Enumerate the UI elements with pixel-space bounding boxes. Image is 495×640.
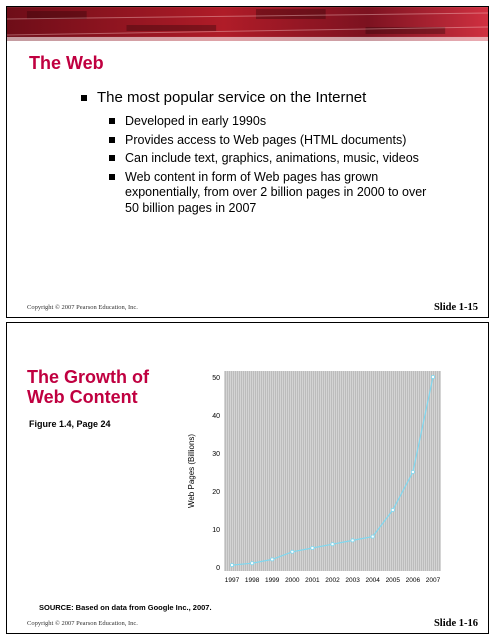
sub-bullet-text: Can include text, graphics, animations, … xyxy=(125,151,419,165)
copyright: Copyright © 2007 Pearson Education, Inc. xyxy=(27,304,138,311)
x-tick-label: 2001 xyxy=(305,577,320,584)
slide-title-line: The Growth of xyxy=(27,367,149,387)
data-point xyxy=(390,507,395,512)
x-tick-label: 2000 xyxy=(285,577,300,584)
slide-2: The Growth of Web Content Figure 1.4, Pa… xyxy=(6,322,489,634)
slide-1: The Web The most popular service on the … xyxy=(6,6,489,318)
sub-bullet: Web content in form of Web pages has gro… xyxy=(109,170,427,217)
x-tick-label: 2006 xyxy=(406,577,421,584)
data-point xyxy=(350,538,355,543)
data-point xyxy=(430,374,435,379)
x-tick-label: 2003 xyxy=(345,577,360,584)
y-tick-label: 30 xyxy=(212,451,220,458)
source-note: SOURCE: Based on data from Google Inc., … xyxy=(39,603,212,612)
data-point xyxy=(250,561,255,566)
x-tick-label: 1998 xyxy=(245,577,260,584)
data-point xyxy=(310,545,315,550)
data-point xyxy=(270,557,275,562)
figure-caption: Figure 1.4, Page 24 xyxy=(29,419,111,429)
sub-bullet: Provides access to Web pages (HTML docum… xyxy=(109,133,481,149)
x-tick-label: 2007 xyxy=(426,577,441,584)
bullet-list: The most popular service on the Internet… xyxy=(81,89,481,219)
web-growth-chart: 0 10 20 30 40 50 1997 1998 1999 2000 2001 2002 2003… xyxy=(187,371,441,584)
data-point xyxy=(230,563,235,568)
bullet-square-icon xyxy=(109,173,115,180)
bullet-square-icon xyxy=(109,155,115,161)
data-point xyxy=(330,542,335,547)
y-tick-label: 0 xyxy=(216,565,220,572)
copyright: Copyright © 2007 Pearson Education, Inc. xyxy=(27,620,138,627)
sub-bullet-text: Provides access to Web pages (HTML docum… xyxy=(125,132,407,147)
y-tick-label: 10 xyxy=(212,527,220,534)
y-tick-label: 50 xyxy=(212,375,220,382)
plot-area xyxy=(224,371,441,571)
bullet-square-icon xyxy=(109,118,115,124)
x-tick-label: 2002 xyxy=(325,577,340,584)
y-tick-label: 20 xyxy=(212,489,220,496)
slide-title: The Web xyxy=(29,53,104,73)
slide-number: Slide 1-16 xyxy=(433,618,478,629)
x-tick-label: 1997 xyxy=(225,577,240,584)
bullet-text: The most popular service on the Internet xyxy=(97,89,367,106)
data-point xyxy=(410,470,415,475)
bullet-main: The most popular service on the Internet xyxy=(81,89,481,106)
data-point xyxy=(290,549,295,554)
bullet-square-icon xyxy=(109,136,115,143)
x-tick-label: 1999 xyxy=(265,577,280,584)
sub-bullet: Developed in early 1990s xyxy=(109,114,481,130)
slide-title: The Growth of Web Content xyxy=(27,367,149,407)
y-tick-label: 40 xyxy=(212,413,220,420)
slide-title-line: Web Content xyxy=(27,387,138,407)
sub-bullet-text: Web content in form of Web pages has gro… xyxy=(125,169,427,215)
slide-number: Slide 1-15 xyxy=(433,302,478,313)
x-tick-label: 2005 xyxy=(386,577,401,584)
bullet-square-icon xyxy=(81,95,87,101)
data-point xyxy=(370,534,375,539)
y-axis-label: Web Pages (Billions) xyxy=(187,434,196,508)
x-tick-label: 2004 xyxy=(365,577,380,584)
slide-banner xyxy=(7,7,488,41)
sub-bullet-text: Developed in early 1990s xyxy=(125,114,267,128)
sub-bullet: Can include text, graphics, animations, … xyxy=(109,151,419,167)
